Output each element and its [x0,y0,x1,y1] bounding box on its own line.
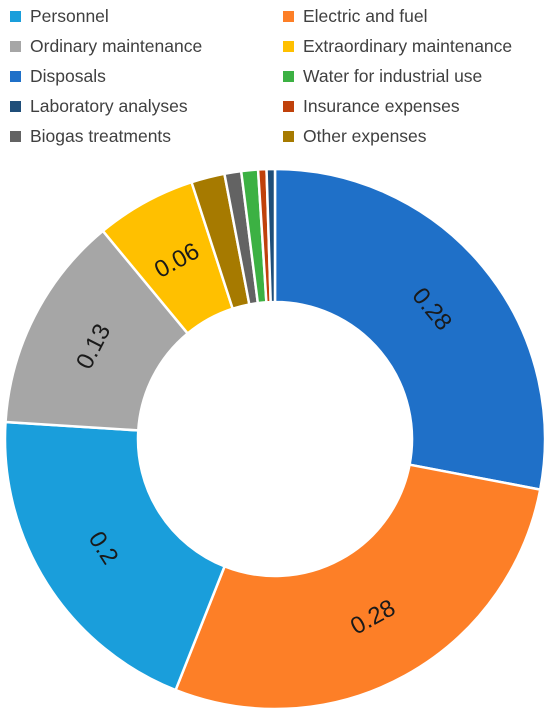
donut-chart: 0.280.280.20.130.06 [3,167,547,711]
legend-swatch [10,101,21,112]
chart-legend: Personnel Electric and fuel Ordinary maint… [0,0,550,160]
legend-swatch [10,131,21,142]
legend-swatch [10,11,21,22]
legend-label: Extraordinary maintenance [303,36,513,56]
donut-slice [273,167,547,492]
legend-label: Biogas treatments [30,126,172,146]
legend-label: Water for industrial use [303,66,483,86]
legend-swatch [283,71,294,82]
legend-swatch [283,11,294,22]
legend-label: Electric and fuel [303,6,428,26]
legend-item: Ordinary maintenance [10,36,202,57]
legend-label: Insurance expenses [303,96,460,116]
legend-item: Electric and fuel [283,6,428,27]
legend-item: Water for industrial use [283,66,482,87]
legend-label: Other expenses [303,126,427,146]
legend-item: Biogas treatments [10,126,171,147]
legend-item: Extraordinary maintenance [283,36,512,57]
donut-slice [265,167,277,304]
legend-label: Disposals [30,66,106,86]
legend-label: Ordinary maintenance [30,36,203,56]
legend-label: Personnel [30,6,109,26]
donut-slice [3,420,227,692]
legend-swatch [283,41,294,52]
legend-swatch [10,71,21,82]
legend-swatch [283,101,294,112]
legend-item: Disposals [10,66,106,87]
legend-swatch [283,131,294,142]
legend-item: Insurance expenses [283,96,460,117]
donut-slice [4,229,190,432]
legend-item: Personnel [10,6,109,27]
legend-item: Laboratory analyses [10,96,188,117]
legend-label: Laboratory analyses [30,96,188,116]
donut-slice [173,463,542,711]
legend-item: Other expenses [283,126,427,147]
legend-swatch [10,41,21,52]
